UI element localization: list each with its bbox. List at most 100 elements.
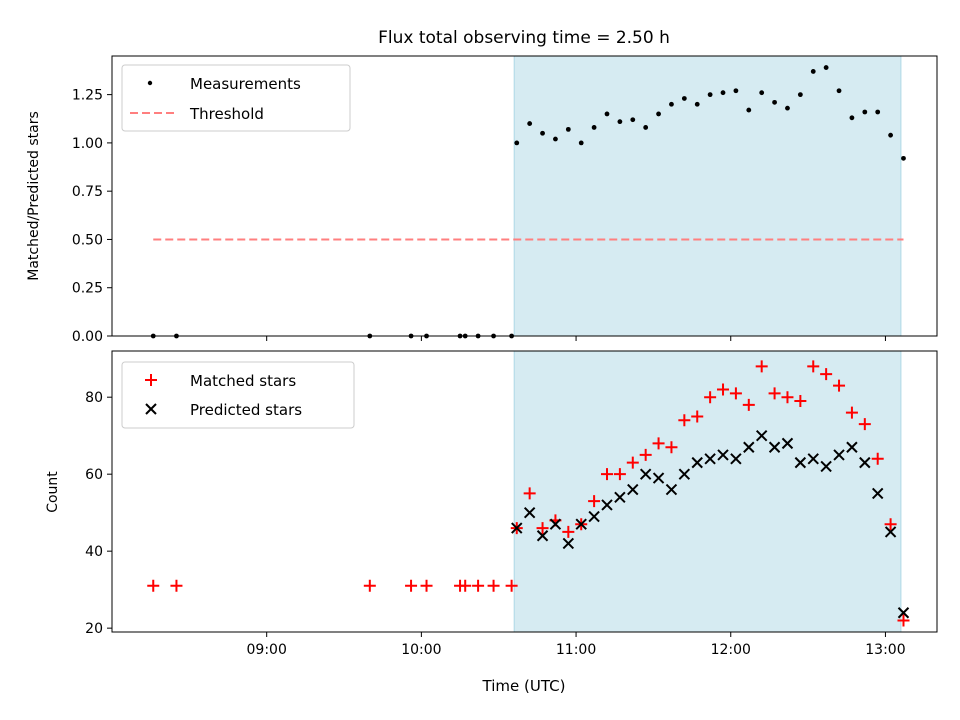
measurement-point [746,107,752,113]
x-tick-label: 13:00 [865,642,905,658]
y-tick-label: 0.00 [72,329,103,345]
measurement-point [733,88,739,94]
matched-star-point [147,579,160,592]
measurement-point [630,117,636,123]
top-panel: Flux total observing time = 2.50 h 0.00 0… [26,28,938,345]
observing-window-shade [514,351,901,632]
matched-star-point [897,614,910,627]
measurement-point [759,90,765,96]
bottom-axes-frame [111,350,938,633]
matched-star-point [170,579,183,592]
measurement-point [797,92,803,98]
top-legend: Measurements Threshold [121,64,351,132]
legend-matched-label: Matched stars [190,372,296,390]
top-axes-frame [111,55,938,337]
x-axis-label: Time (UTC) [482,677,566,695]
matched-star-point [505,579,518,592]
measurement-point [862,109,868,115]
matched-star-point [833,379,846,392]
matched-star-point [536,522,549,535]
predicted-star-point [523,506,536,519]
legend-threshold-label: Threshold [189,105,264,123]
measurement-point [578,140,584,146]
predicted-star-point [846,441,858,453]
measurement-point [849,115,855,121]
predicted-star-point [859,456,871,469]
predicted-star-point [652,472,665,484]
matched-star-point [794,395,807,408]
measurement-point [823,65,829,70]
matched-star-point [626,456,639,469]
matched-star-point [742,398,755,411]
matched-star-point [420,579,433,592]
measurement-point [604,111,610,117]
measurement-point [656,111,661,117]
legend-predicted-marker [145,403,157,415]
matched-star-point [459,579,472,592]
matched-star-point [858,418,871,431]
y-tick-label: 40 [85,544,103,560]
matched-star-point [613,468,626,481]
measurement-point [553,136,558,142]
measurement-point [901,155,906,161]
measurement-point [540,130,545,136]
matched-star-point [523,487,536,500]
predicted-star-point [575,518,587,530]
legend-measurements-marker [147,80,153,86]
predicted-star-point [781,437,794,450]
measurement-point [681,96,687,101]
predicted-star-point [691,456,703,469]
matched-star-point [601,468,613,481]
matched-star-point [871,452,884,465]
y-tick-label: 60 [85,467,103,483]
matched-star-point [652,437,665,450]
predicted-star-point [601,499,613,511]
matched-star-point [807,360,820,373]
matched-star-point [717,383,730,396]
x-tick-label: 12:00 [711,642,751,658]
matched-star-point [363,579,376,592]
matched-star-point [487,579,500,592]
predicted-star-point [627,483,639,496]
predicted-star-point [755,429,768,442]
measurement-point [669,101,674,107]
matched-star-point [845,406,858,419]
measurement-point [565,126,571,132]
measurement-point [836,88,842,94]
matched-star-point [884,518,897,531]
legend-matched-marker [145,374,157,386]
predicted-star-point [871,487,884,500]
measurement-point [875,109,881,115]
y-tick-label: 0.75 [72,184,103,200]
y-tick-label: 1.00 [72,136,103,152]
matched-star-point [768,387,781,400]
matched-star-point [588,495,601,508]
y-tick-label: 1.25 [72,88,103,104]
predicted-star-point [884,526,897,538]
predicted-star-point [536,530,549,542]
predicted-star-point [639,468,652,480]
matched-star-point [405,579,418,592]
predicted-star-point [730,453,742,465]
y-axis-label: Matched/Predicted stars [26,111,42,281]
predicted-star-point [678,468,691,480]
matched-star-point [562,525,575,538]
predicted-star-point [588,510,600,523]
measurement-point [643,125,649,130]
predicted-star-point [549,518,562,530]
x-tick-label: 11:00 [556,642,596,658]
predicted-star-point [897,607,910,619]
predicted-star-point [562,537,575,550]
y-tick-label: 0.50 [72,232,103,248]
measurement-point [514,140,520,146]
matched-star-point [729,387,742,400]
predicted-star-point [614,491,626,503]
measurement-point [591,125,597,130]
measurement-point [720,90,726,96]
matched-star-point [665,441,678,454]
measurement-point [527,121,533,126]
x-tick-label: 10:00 [401,642,441,658]
chart-title: Flux total observing time = 2.50 h [378,28,670,48]
